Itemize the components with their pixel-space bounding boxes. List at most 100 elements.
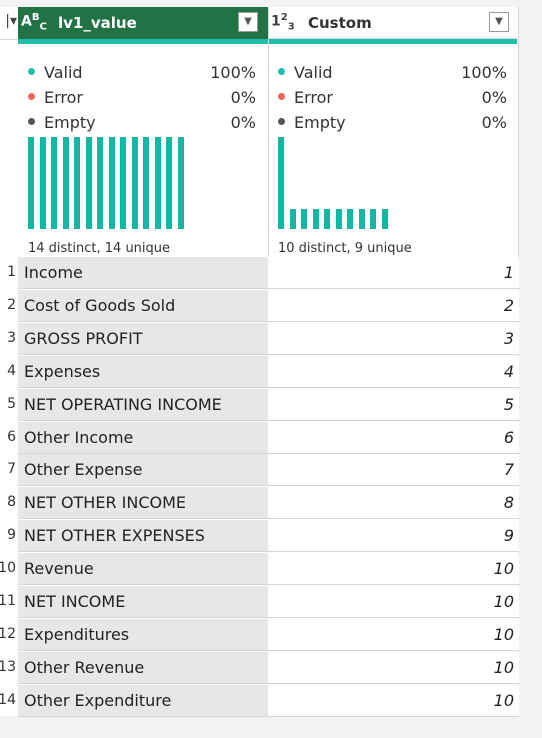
row-number-column: |▾ xyxy=(0,7,18,716)
query-preview-grid: |▾ ABC lv1_value ▼ Valid 100% Error 0% Empty 0% 1… xyxy=(0,7,519,717)
histogram-bar xyxy=(289,208,296,229)
row-number-label: 12 xyxy=(0,625,16,642)
row-number[interactable]: 8 xyxy=(0,487,18,519)
column-header-custom[interactable]: 123 Custom ▼ xyxy=(268,7,519,39)
table-menu-icon: |▾ xyxy=(5,13,17,29)
number-type-icon[interactable]: 123 xyxy=(271,12,295,33)
stat-label: Empty xyxy=(294,113,346,132)
table-cell-lv1-value[interactable]: Cost of Goods Sold xyxy=(18,289,268,322)
row-number-label: 11 xyxy=(0,593,16,609)
row-number[interactable]: 1 xyxy=(0,257,18,289)
column-quality-bar xyxy=(268,39,517,44)
row-number-label: 7 xyxy=(7,461,16,478)
histogram-bar xyxy=(131,137,138,229)
table-menu-corner[interactable]: |▾ xyxy=(0,7,18,40)
table-cell-lv1-value[interactable]: NET OTHER INCOME xyxy=(18,487,268,520)
table-cell-custom[interactable]: 6 xyxy=(268,421,519,454)
table-cell-custom[interactable]: 2 xyxy=(268,289,519,322)
histogram-bar xyxy=(301,208,307,229)
row-number[interactable]: 5 xyxy=(0,389,18,421)
histogram-bar xyxy=(62,137,69,229)
row-number[interactable]: 9 xyxy=(0,520,18,552)
table-cell-lv1-value[interactable]: NET INCOME xyxy=(18,586,268,618)
table-cell-lv1-value[interactable]: Income xyxy=(18,257,268,289)
table-cell-custom[interactable]: 10 xyxy=(268,651,519,684)
distribution-caption: 14 distinct, 14 unique xyxy=(28,241,171,256)
column-profile-lv1-value: Valid 100% Error 0% Empty 0% 14 distinct, 14 u… xyxy=(18,44,268,257)
table-cell-lv1-value[interactable]: Other Income xyxy=(18,421,268,454)
stat-percent: 0% xyxy=(481,88,507,107)
histogram-bar xyxy=(120,137,126,229)
row-number[interactable]: 2 xyxy=(0,290,18,322)
table-cell-lv1-value[interactable]: Other Revenue xyxy=(18,651,268,684)
stat-percent: 0% xyxy=(230,88,256,107)
histogram-bar xyxy=(51,137,57,229)
row-number-label: 13 xyxy=(0,658,16,675)
row-number[interactable]: 10 xyxy=(0,553,18,585)
quality-stat-valid: Valid 100% xyxy=(28,63,256,83)
row-number[interactable]: 4 xyxy=(0,356,18,388)
row-number[interactable]: 13 xyxy=(0,652,18,684)
row-number-label: 5 xyxy=(7,395,16,412)
table-cell-lv1-value[interactable]: NET OTHER EXPENSES xyxy=(18,520,268,553)
row-number[interactable]: 3 xyxy=(0,323,18,355)
distribution-caption: 10 distinct, 9 unique xyxy=(278,241,412,256)
stat-percent: 100% xyxy=(461,63,507,82)
table-cell-lv1-value[interactable]: Other Expenditure xyxy=(18,684,268,717)
histogram-bar xyxy=(381,208,388,229)
filter-dropdown-button[interactable]: ▼ xyxy=(489,12,509,32)
histogram-bar xyxy=(28,137,34,229)
row-number-label: 8 xyxy=(7,494,16,511)
valid-dot-icon xyxy=(278,68,285,75)
table-cell-lv1-value[interactable]: Other Expense xyxy=(18,454,268,487)
column-profile-custom: Valid 100% Error 0% Empty 0% 10 distinct, 9 un… xyxy=(268,44,519,257)
error-dot-icon xyxy=(278,93,285,100)
table-cell-custom[interactable]: 7 xyxy=(268,454,519,487)
valid-dot-icon xyxy=(28,68,35,75)
histogram-bar xyxy=(358,208,365,229)
table-cell-custom[interactable]: 8 xyxy=(268,487,519,520)
table-cell-lv1-value[interactable]: NET OPERATING INCOME xyxy=(18,388,268,421)
table-cell-lv1-value[interactable]: Expenditures xyxy=(18,618,268,651)
row-number[interactable]: 12 xyxy=(0,619,18,651)
histogram-bar xyxy=(143,137,149,229)
table-cell-custom[interactable]: 1 xyxy=(268,257,519,289)
histogram-bar xyxy=(74,137,80,229)
table-cell-lv1-value[interactable]: Revenue xyxy=(18,553,268,586)
histogram-bar xyxy=(39,137,46,229)
row-number-label: 1 xyxy=(7,264,16,280)
table-cell-lv1-value[interactable]: GROSS PROFIT xyxy=(18,322,268,355)
histogram-bar xyxy=(347,208,353,229)
stat-label: Valid xyxy=(294,63,333,82)
table-cell-custom[interactable]: 10 xyxy=(268,684,519,717)
table-cell-custom[interactable]: 5 xyxy=(268,388,519,421)
table-cell-custom[interactable]: 4 xyxy=(268,355,519,388)
quality-stat-error: Error 0% xyxy=(278,88,507,108)
table-cell-custom[interactable]: 10 xyxy=(268,618,519,651)
histogram-bar xyxy=(370,208,376,229)
column-quality-bar xyxy=(18,39,268,44)
row-number-label: 4 xyxy=(7,362,16,379)
quality-stat-empty: Empty 0% xyxy=(28,113,256,133)
chevron-down-icon: ▼ xyxy=(495,16,503,27)
row-number[interactable]: 6 xyxy=(0,422,18,454)
table-cell-custom[interactable]: 9 xyxy=(268,520,519,553)
row-number-label: 14 xyxy=(0,691,16,708)
histogram-bar xyxy=(335,208,342,229)
filter-dropdown-button[interactable]: ▼ xyxy=(238,12,258,32)
histogram-bar xyxy=(177,137,184,229)
stat-label: Valid xyxy=(44,63,83,82)
table-cell-custom[interactable]: 3 xyxy=(268,322,519,355)
stat-percent: 100% xyxy=(210,63,256,82)
row-number[interactable]: 7 xyxy=(0,454,18,486)
distribution-histogram xyxy=(278,129,509,229)
table-cell-custom[interactable]: 10 xyxy=(268,553,519,586)
stat-label: Error xyxy=(44,88,83,107)
row-number[interactable]: 11 xyxy=(0,586,18,618)
column-header-lv1-value[interactable]: ABC lv1_value ▼ xyxy=(18,7,268,39)
row-number[interactable]: 14 xyxy=(0,685,18,717)
table-cell-custom[interactable]: 10 xyxy=(268,586,519,618)
table-cell-lv1-value[interactable]: Expenses xyxy=(18,355,268,388)
text-type-icon[interactable]: ABC xyxy=(21,12,47,33)
row-number-label: 2 xyxy=(7,296,16,313)
